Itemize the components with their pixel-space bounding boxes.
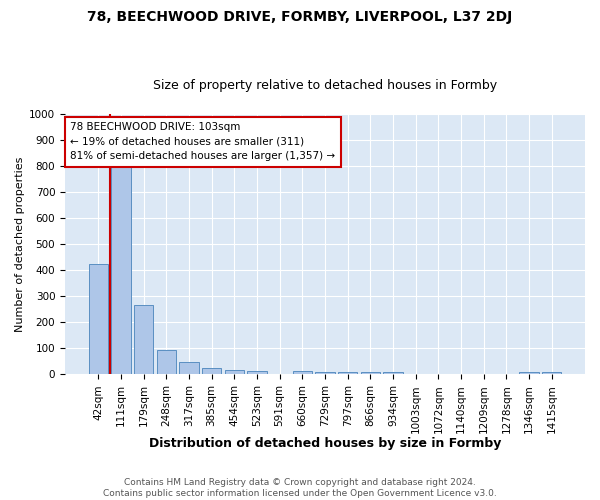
Bar (542, 372, 562, 374)
Bar (361, 372, 380, 374)
Title: Size of property relative to detached houses in Formby: Size of property relative to detached ho… (153, 79, 497, 92)
Bar (89, 264, 108, 374)
Bar (520, 372, 539, 374)
Text: 78 BEECHWOOD DRIVE: 103sqm
← 19% of detached houses are smaller (311)
81% of sem: 78 BEECHWOOD DRIVE: 103sqm ← 19% of deta… (70, 122, 335, 162)
Text: 78, BEECHWOOD DRIVE, FORMBY, LIVERPOOL, L37 2DJ: 78, BEECHWOOD DRIVE, FORMBY, LIVERPOOL, … (88, 10, 512, 24)
Text: Contains HM Land Registry data © Crown copyright and database right 2024.
Contai: Contains HM Land Registry data © Crown c… (103, 478, 497, 498)
Bar (383, 372, 403, 374)
Bar (202, 368, 221, 374)
Bar (157, 350, 176, 374)
Bar (247, 371, 266, 374)
Bar (316, 372, 335, 374)
Bar (134, 306, 153, 374)
Bar (112, 161, 131, 374)
Bar (338, 372, 358, 374)
Bar (293, 371, 312, 374)
Bar (224, 370, 244, 374)
Bar (179, 362, 199, 374)
Y-axis label: Number of detached properties: Number of detached properties (15, 156, 25, 332)
X-axis label: Distribution of detached houses by size in Formby: Distribution of detached houses by size … (149, 437, 501, 450)
